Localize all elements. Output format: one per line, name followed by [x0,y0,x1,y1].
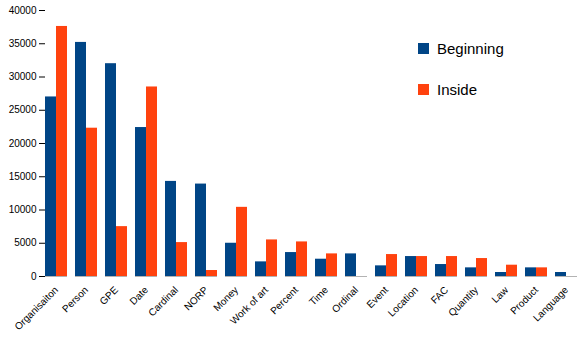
svg-text:Location: Location [386,284,421,319]
svg-text:10000: 10000 [9,204,37,215]
svg-text:FAC: FAC [429,284,451,306]
svg-text:35000: 35000 [9,38,37,49]
svg-text:0: 0 [31,271,37,282]
svg-text:Law: Law [489,284,510,305]
svg-text:Date: Date [127,284,150,307]
svg-text:GPE: GPE [97,284,120,307]
svg-text:Time: Time [307,284,331,308]
svg-text:Percent: Percent [268,284,300,316]
svg-text:Event: Event [364,284,390,310]
svg-text:40000: 40000 [9,5,37,16]
svg-text:NORP: NORP [182,284,210,312]
svg-text:Money: Money [211,284,240,313]
html-text:Beginning: Beginning [437,40,504,57]
svg-text:25000: 25000 [9,104,37,115]
svg-text:Person: Person [60,284,90,314]
svg-text:Language: Language [531,284,571,324]
svg-text:Quantity: Quantity [446,284,480,318]
svg-text:15000: 15000 [9,171,37,182]
svg-text:20000: 20000 [9,138,37,149]
svg-text:Cardinal: Cardinal [146,284,180,318]
html-text:Inside: Inside [437,81,477,98]
svg-text:Ordinal: Ordinal [330,284,361,315]
svg-text:Organisaiton: Organisaiton [12,284,60,332]
svg-text:Product: Product [508,284,541,317]
svg-text:30000: 30000 [9,71,37,82]
svg-text:5000: 5000 [14,237,37,248]
svg-text:Work of art: Work of art [228,284,270,326]
